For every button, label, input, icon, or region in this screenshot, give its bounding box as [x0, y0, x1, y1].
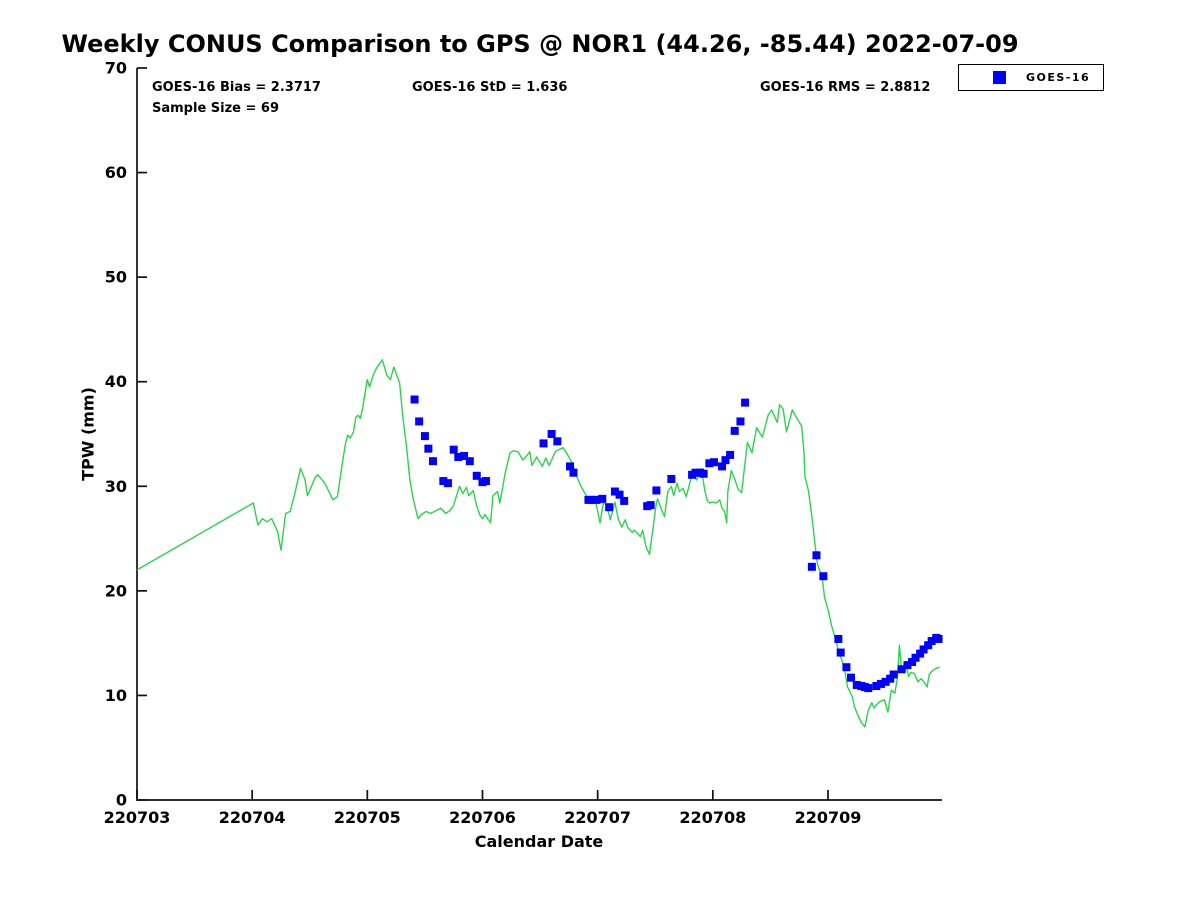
y-tick-label: 40 [105, 372, 127, 391]
goes16-marker [819, 572, 828, 581]
goes16-marker [652, 486, 661, 495]
goes16-marker [646, 501, 655, 510]
x-tick-label: 220703 [104, 808, 171, 827]
x-tick-label: 220705 [334, 808, 401, 827]
goes16-marker [876, 679, 885, 688]
x-tick-label: 220709 [795, 808, 862, 827]
goes16-marker [587, 495, 596, 504]
goes16-marker [439, 477, 448, 486]
goes16-marker [903, 661, 912, 670]
goes16-marker [852, 680, 861, 689]
goes16-marker [553, 437, 562, 446]
legend-label: GOES-16 [1026, 71, 1091, 84]
goes16-marker [424, 444, 433, 453]
goes16-marker [481, 477, 490, 486]
goes16-marker [726, 450, 735, 459]
stat-std: GOES-16 StD = 1.636 [412, 80, 568, 95]
goes16-marker [718, 462, 727, 471]
goes16-marker [699, 469, 708, 478]
goes16-marker [881, 677, 890, 686]
goes16-marker [539, 439, 548, 448]
x-tick-label: 220708 [679, 808, 746, 827]
goes16-marker [834, 634, 843, 643]
goes16-marker [847, 673, 856, 682]
goes16-marker [569, 468, 578, 477]
goes16-marker [667, 474, 676, 483]
goes16-marker [709, 458, 718, 467]
goes16-marker [691, 468, 700, 477]
x-tick-label: 220704 [219, 808, 286, 827]
y-tick-label: 60 [105, 163, 127, 182]
gps-line [136, 359, 940, 728]
goes16-marker [842, 663, 851, 672]
stat-rms: GOES-16 RMS = 2.8812 [760, 80, 931, 95]
goes16-marker [420, 432, 429, 441]
stat-sample-size: Sample Size = 69 [152, 101, 280, 116]
chart-title: Weekly CONUS Comparison to GPS @ NOR1 (4… [61, 30, 1019, 58]
goes16-marker [605, 503, 614, 512]
x-tick-label: 220707 [564, 808, 631, 827]
legend-goes16-square-marker [993, 71, 1006, 84]
goes16-marker [836, 648, 845, 657]
stat-bias: GOES-16 Bias = 2.3717 [152, 80, 321, 95]
legend: GOES-16 [958, 64, 1104, 91]
goes16-marker [897, 665, 906, 674]
goes16-marker [465, 457, 474, 466]
goes16-marker [454, 453, 463, 462]
goes16-marker [615, 490, 624, 499]
goes16-marker [889, 670, 898, 679]
goes16-marker [807, 562, 816, 571]
goes16-marker [911, 653, 920, 662]
y-tick-label: 50 [105, 268, 127, 287]
y-tick-label: 70 [105, 59, 127, 78]
goes16-marker [592, 495, 601, 504]
goes16-marker [736, 417, 745, 426]
goes16-marker [610, 487, 619, 496]
goes16-marker [886, 674, 895, 683]
goes16-marker [566, 462, 575, 471]
goes16-marker [916, 649, 925, 658]
x-tick-label: 220706 [449, 808, 516, 827]
goes16-marker [730, 426, 739, 435]
goes16-marker [919, 645, 928, 654]
goes16-marker [415, 417, 424, 426]
goes16-marker [547, 430, 556, 438]
y-tick-label: 0 [116, 791, 127, 810]
goes16-marker [598, 494, 607, 503]
goes16-marker [410, 395, 419, 404]
goes16-marker [872, 682, 881, 691]
goes16-marker [924, 641, 933, 650]
goes16-marker [927, 637, 936, 646]
y-tick-label: 30 [105, 477, 127, 496]
goes16-marker [741, 398, 750, 407]
goes16-marker [449, 445, 458, 454]
goes16-marker [472, 471, 481, 480]
goes16-marker [721, 456, 730, 465]
goes16-marker [864, 684, 873, 693]
goes16-marker [705, 459, 714, 468]
goes16-marker [428, 457, 437, 466]
goes16-marker [908, 657, 917, 666]
y-tick-label: 20 [105, 581, 127, 600]
axis-frame [136, 68, 942, 801]
goes16-marker [812, 551, 821, 560]
goes16-marker [934, 634, 943, 643]
y-tick-label: 10 [105, 686, 127, 705]
goes16-marker [460, 451, 469, 460]
goes16-marker [443, 479, 452, 488]
goes16-marker [620, 496, 629, 505]
x-axis-label: Calendar Date [474, 832, 604, 851]
